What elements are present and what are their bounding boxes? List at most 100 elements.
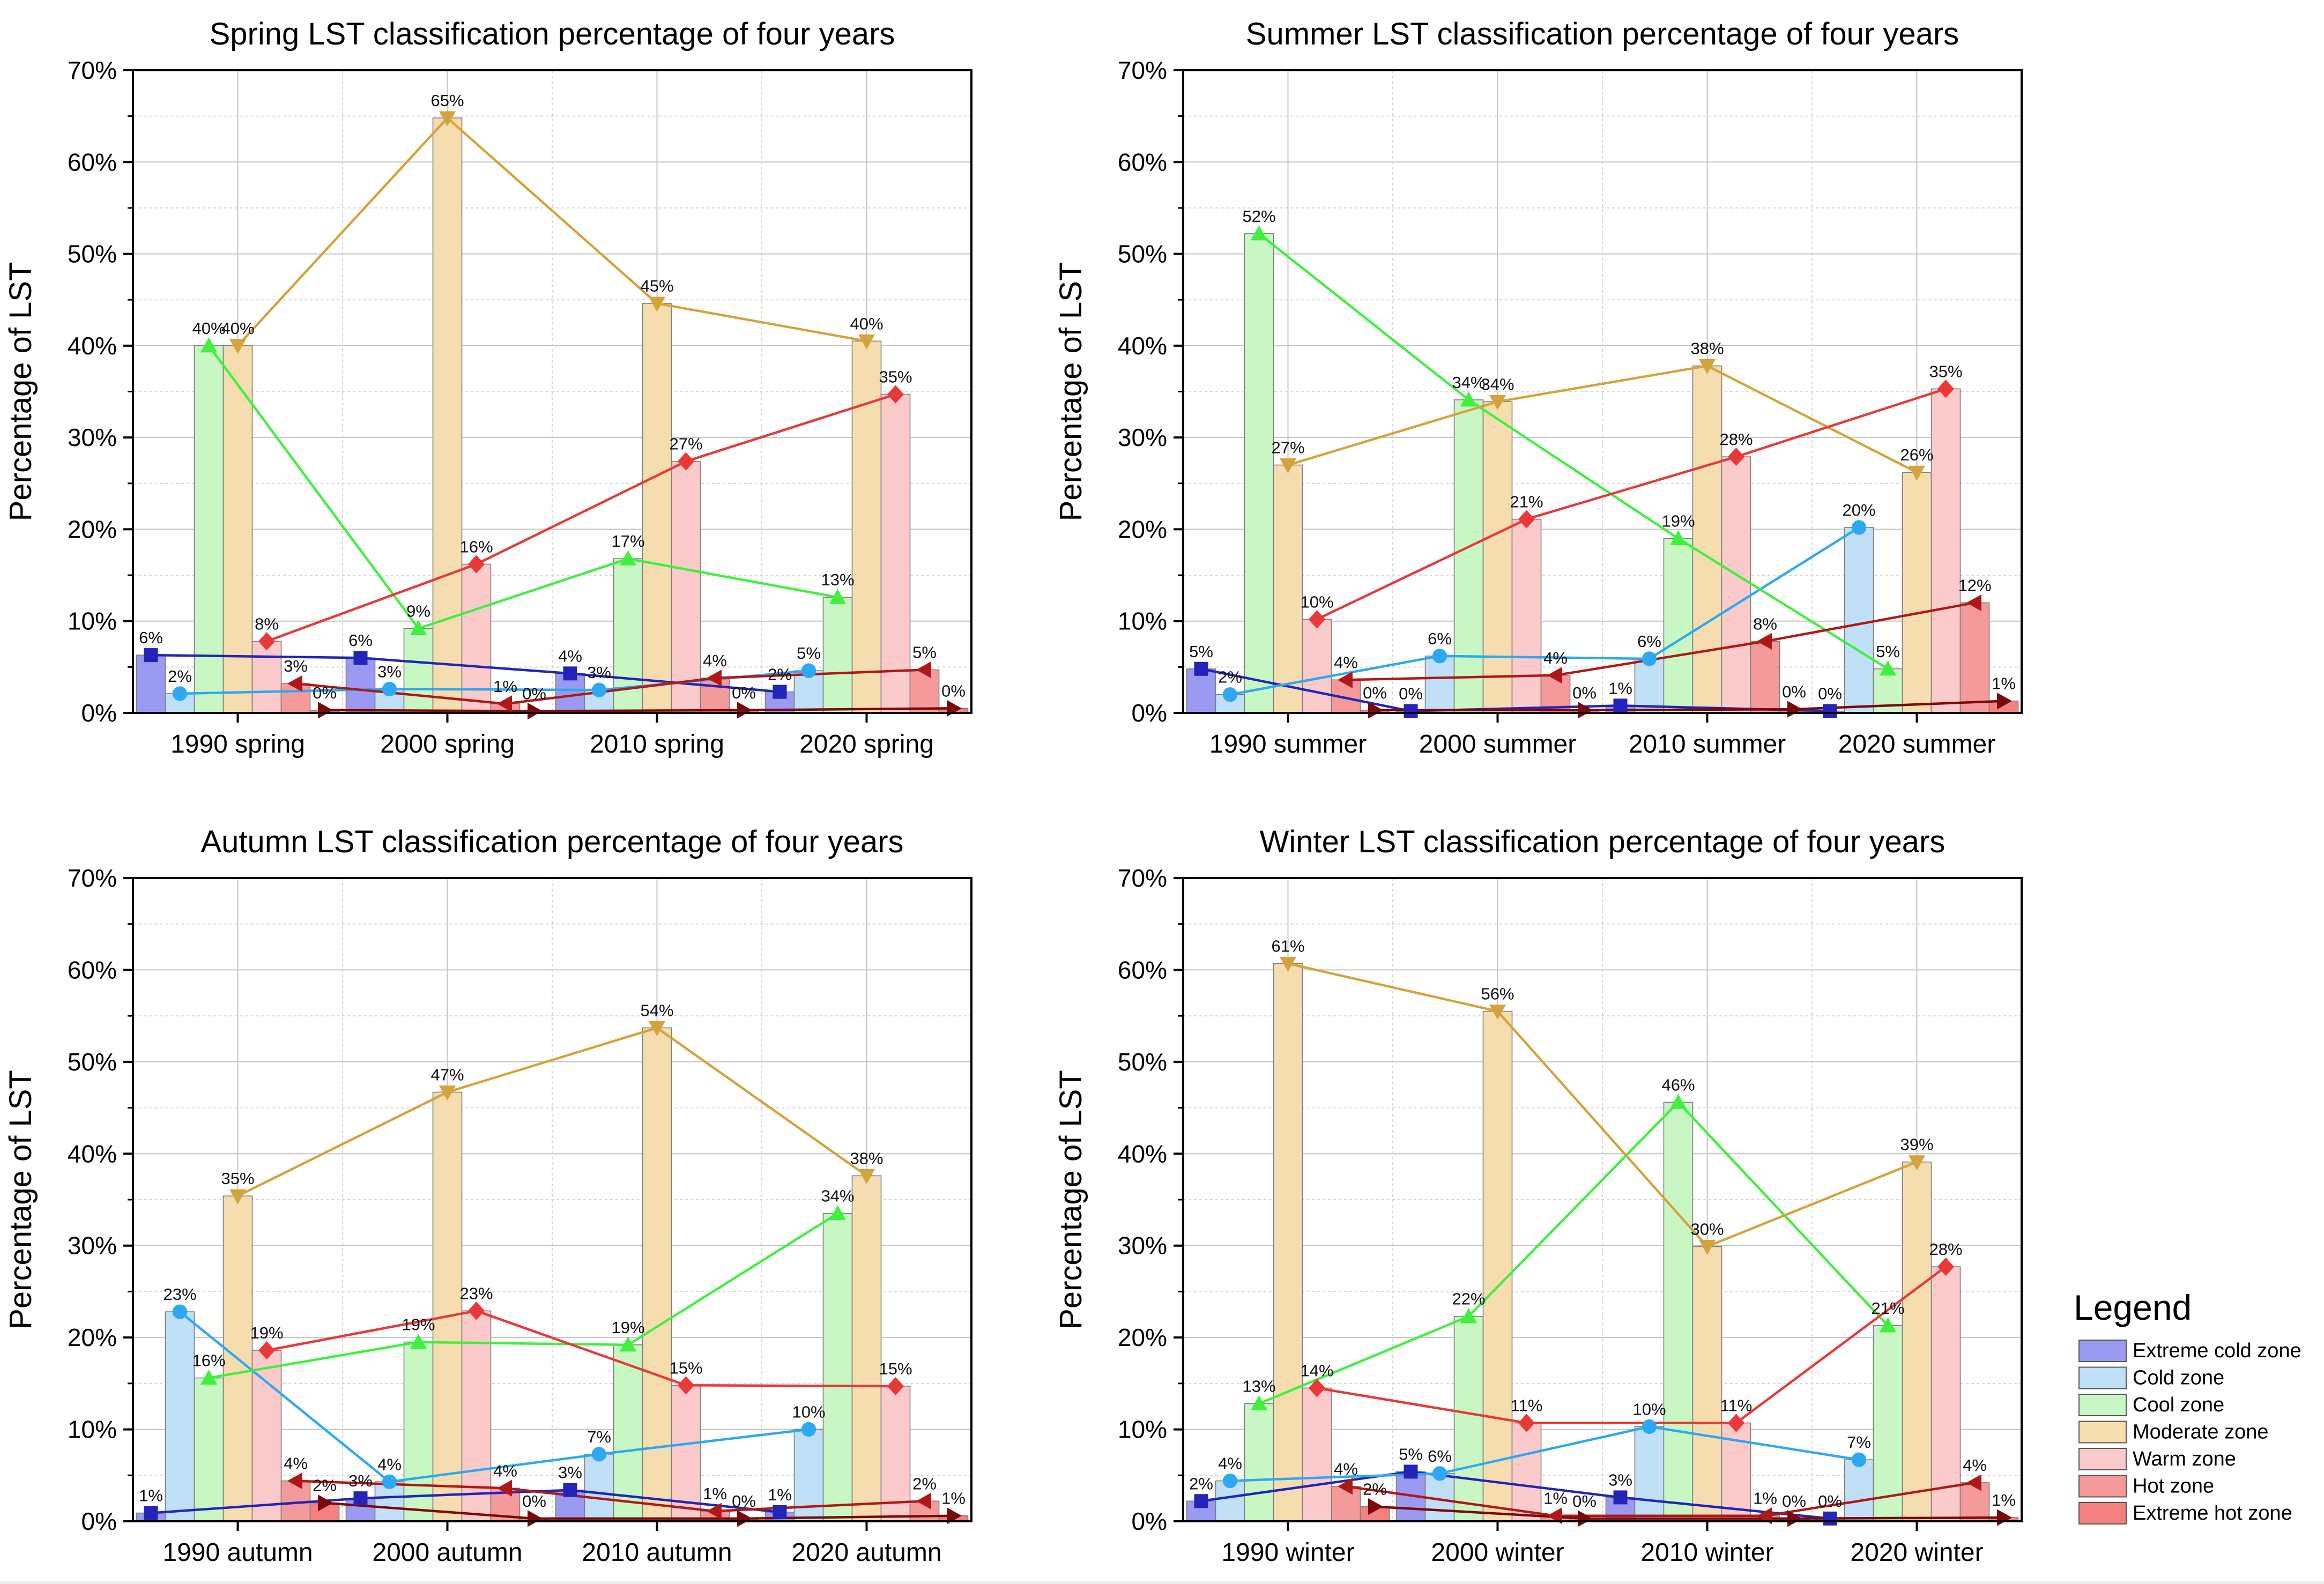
chart-title: Summer LST classification percentage of … (1246, 17, 1959, 51)
data-label-hot-zone-2020-winter: 4% (1963, 1456, 1987, 1475)
data-label-cool-zone-1990-spring: 40% (192, 319, 225, 338)
y-axis-title: Percentage of LST (3, 262, 38, 522)
marker-cool-zone-1990-winter (1250, 1395, 1268, 1411)
bar-cold-zone-2010-summer (1634, 658, 1665, 713)
y-tick-label: 30% (68, 1232, 117, 1260)
bar-cool-zone-2020-autumn (822, 1213, 853, 1522)
bar-cool-zone-2020-winter (1873, 1325, 1903, 1522)
data-label-cool-zone-2010-autumn: 19% (611, 1318, 644, 1337)
marker-moderate-zone-2010-summer (1698, 359, 1716, 375)
bar-warm-zone-2020-winter (1931, 1266, 1961, 1522)
marker-moderate-zone-2000-winter (1489, 1005, 1506, 1020)
bar-warm-zone-1990-winter (1302, 1387, 1332, 1522)
legend-item-cool-zone: Cool zone (2078, 1394, 2224, 1416)
y-tick-label: 60% (68, 148, 117, 176)
bar-moderate-zone-2000-spring (432, 117, 463, 713)
marker-extreme-hot-zone-2020-spring (947, 700, 962, 717)
data-label-extreme-hot-zone-1990-spring: 0% (313, 683, 337, 702)
legend-swatch (2078, 1340, 2127, 1362)
data-label-cold-zone-1990-winter: 4% (1218, 1454, 1242, 1473)
marker-cold-zone-2000-spring (382, 681, 397, 697)
data-label-moderate-zone-2020-winter: 39% (1900, 1135, 1933, 1154)
marker-warm-zone-1990-spring (258, 632, 276, 651)
legend-label: Warm zone (2133, 1448, 2236, 1470)
line-cool-zone (1258, 233, 1889, 670)
data-label-warm-zone-1990-spring: 8% (255, 614, 279, 633)
legend-label: Cold zone (2133, 1367, 2224, 1389)
data-label-moderate-zone-2010-spring: 45% (640, 277, 673, 295)
x-axis: 1990 spring 2000 spring 2010 spring 2020 sp… (170, 713, 934, 758)
bar-warm-zone-2010-summer (1721, 456, 1751, 713)
bar-cold-zone-2010-winter (1634, 1426, 1665, 1522)
marker-warm-zone-1990-winter (1308, 1379, 1326, 1397)
marker-extreme-cold-zone-1990-spring (144, 648, 158, 663)
legend-label: Cool zone (2133, 1394, 2224, 1416)
line-moderate-zone (236, 116, 867, 347)
bar-moderate-zone-2000-summer (1482, 401, 1513, 713)
bar-hot-zone-2010-summer (1750, 641, 1780, 713)
data-label-extreme-hot-zone-2010-winter: 0% (1782, 1492, 1806, 1511)
marker-hot-zone-1990-autumn (287, 1472, 302, 1490)
data-label-extreme-hot-zone-2000-winter: 0% (1572, 1492, 1597, 1511)
y-tick-label: 0% (1132, 1507, 1167, 1535)
marker-moderate-zone-2020-summer (1908, 465, 1926, 481)
marker-cool-zone-2010-summer (1669, 530, 1687, 546)
data-label-hot-zone-2000-spring: 1% (493, 677, 517, 696)
y-tick-label: 30% (1118, 423, 1167, 451)
data-label-cool-zone-2000-autumn: 19% (402, 1315, 435, 1334)
data-label-hot-zone-2010-spring: 4% (703, 651, 727, 670)
bar-cool-zone-1990-summer (1244, 233, 1274, 713)
y-tick-label: 70% (68, 56, 117, 84)
marker-moderate-zone-2010-winter (1698, 1239, 1716, 1255)
bar-hot-zone-2020-winter (1959, 1482, 1990, 1522)
marker-warm-zone-2020-winter (1937, 1257, 1955, 1276)
data-label-extreme-hot-zone-2020-spring: 0% (941, 681, 966, 700)
markers (1194, 225, 2013, 719)
x-tick-label-2000-spring: 2000 spring (380, 730, 515, 758)
line-warm-zone (1316, 388, 1947, 621)
marker-extreme-hot-zone-1990-autumn (318, 1494, 333, 1512)
line-cool-zone (207, 345, 838, 630)
data-label-warm-zone-2000-summer: 21% (1510, 493, 1543, 511)
bar-cool-zone-2000-autumn (403, 1341, 434, 1522)
legend-item-extreme-hot-zone: Extreme hot zone (2078, 1502, 2292, 1524)
marker-extreme-hot-zone-2020-winter (1997, 1509, 2013, 1526)
bar-cool-zone-2010-winter (1663, 1102, 1694, 1522)
data-label-extreme-hot-zone-2010-spring: 0% (732, 683, 756, 702)
data-label-warm-zone-2020-autumn: 15% (879, 1359, 912, 1378)
bar-warm-zone-1990-spring (251, 641, 282, 713)
marker-cool-zone-2020-winter (1879, 1317, 1897, 1333)
legend-item-moderate-zone: Moderate zone (2078, 1421, 2269, 1444)
line-cold-zone (1230, 526, 1860, 696)
data-label-extreme-cold-zone-2000-summer: 0% (1399, 685, 1423, 703)
marker-cold-zone-2020-spring (801, 663, 816, 678)
data-label-cold-zone-2010-summer: 6% (1637, 632, 1661, 651)
legend-item-hot-zone: Hot zone (2078, 1475, 2214, 1498)
line-moderate-zone (1287, 365, 1918, 474)
bar-cool-zone-1990-winter (1244, 1403, 1274, 1522)
y-tick-label: 20% (68, 515, 117, 543)
marker-cold-zone-1990-winter (1222, 1473, 1238, 1489)
y-tick-label: 50% (68, 240, 117, 268)
bar-warm-zone-2010-spring (671, 460, 701, 713)
marker-cold-zone-1990-summer (1222, 687, 1238, 702)
x-tick-label-2010-spring: 2010 spring (590, 730, 724, 758)
data-label-extreme-cold-zone-2020-spring: 2% (768, 665, 792, 684)
data-label-cold-zone-2000-winter: 6% (1428, 1447, 1452, 1466)
marker-hot-zone-2000-winter (1547, 1507, 1562, 1524)
y-tick-label: 40% (68, 1140, 117, 1167)
x-tick-label-2010-summer: 2010 summer (1629, 730, 1786, 758)
marker-cold-zone-2020-autumn (801, 1422, 816, 1437)
marker-extreme-hot-zone-1990-summer (1368, 702, 1384, 719)
data-label-cold-zone-2020-summer: 20% (1842, 501, 1875, 519)
marker-moderate-zone-2010-autumn (648, 1021, 666, 1037)
bar-moderate-zone-2020-spring (851, 340, 882, 713)
data-label-moderate-zone-2010-winter: 30% (1690, 1219, 1724, 1238)
legend-swatch (2078, 1448, 2127, 1470)
line-hot-zone (295, 1479, 925, 1513)
line-cool-zone (1258, 1101, 1889, 1405)
x-tick-label-2000-summer: 2000 summer (1419, 730, 1576, 758)
data-label-moderate-zone-1990-spring: 40% (221, 319, 254, 338)
marker-warm-zone-2020-spring (887, 385, 904, 404)
